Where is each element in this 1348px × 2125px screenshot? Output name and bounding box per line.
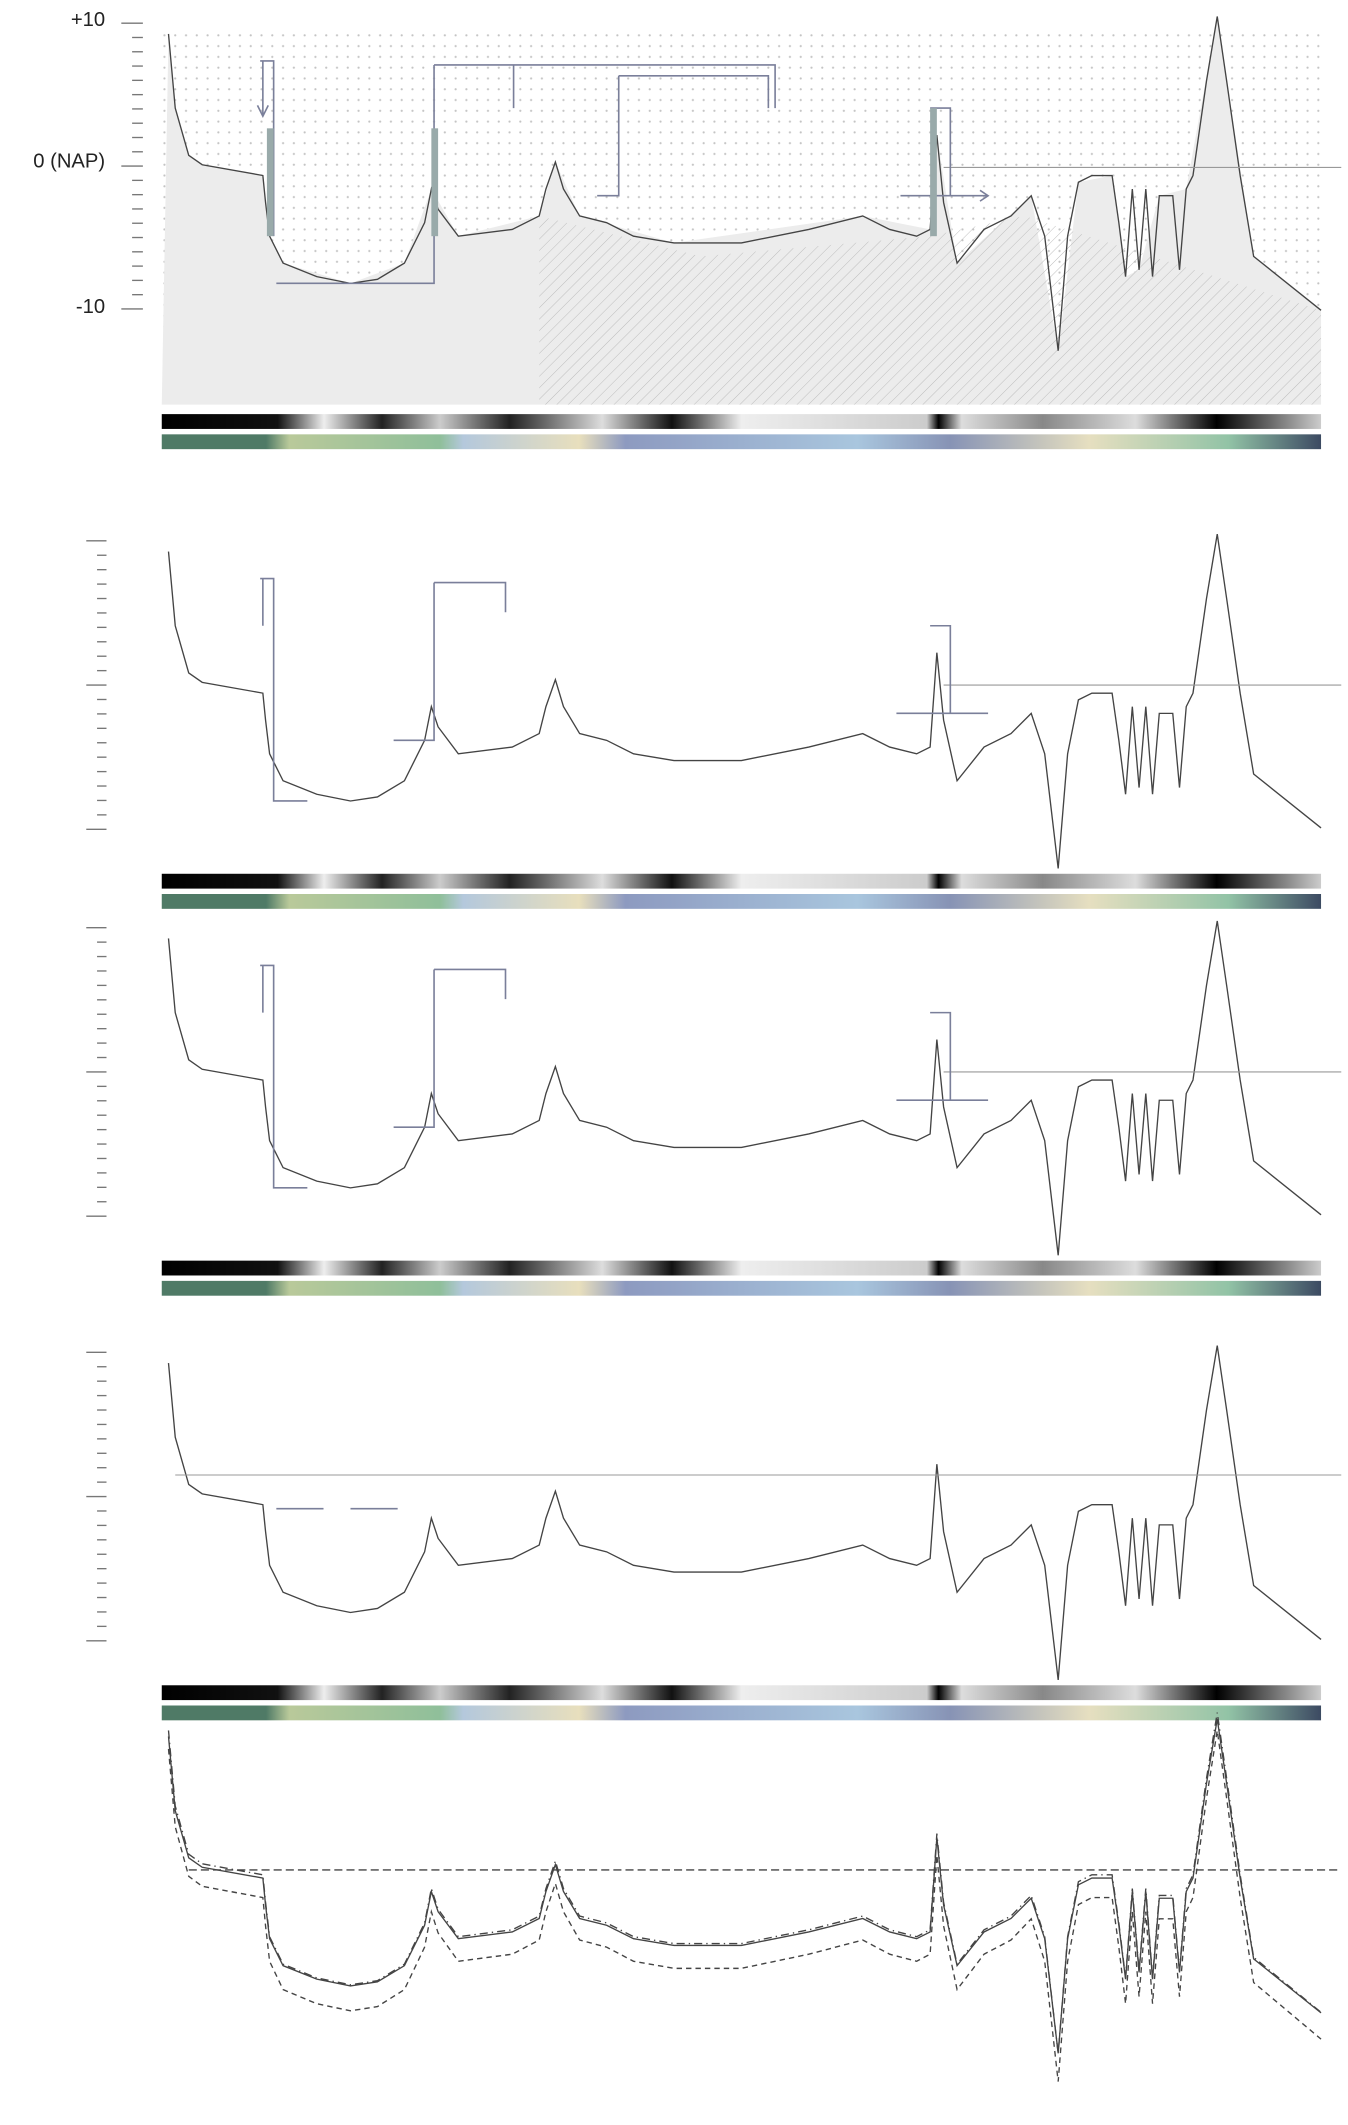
section-panel [162,1346,1342,1721]
ruler [86,541,106,1641]
page: Profiles {"axis": {"labels": ["+10", "0 … [0,0,1348,2125]
depth-bar [162,1685,1321,1700]
ruler [86,928,106,1216]
axis-label: -10 [76,296,105,318]
profile-line [169,1719,1322,2053]
section-panel [162,534,1342,909]
depth-bar [162,1261,1321,1276]
ruler [86,1352,106,1640]
axis-label: +10 [71,9,105,31]
habitat-bar [162,434,1321,449]
habitat-bar [162,1281,1321,1296]
depth-bar [162,874,1321,889]
profile-line [169,534,1322,868]
pillar [930,108,937,236]
ruler [121,23,143,309]
axis-label: 0 (NAP) [33,150,105,172]
habitat-bar [162,894,1321,909]
pillar [431,128,438,236]
profile-line [169,921,1322,1255]
pillar [267,128,274,236]
profile-line [169,1346,1322,1680]
habitat-bar [162,1705,1321,1720]
page-body: +10 0 (NAP) -10 (() => { const data = JS… [0,0,1348,2125]
overlay-panel [169,1713,1342,2082]
section-panel [162,16,1342,449]
depth-bar [162,414,1321,429]
profile-dashdot [169,1713,1322,2054]
annotation-line [260,579,988,801]
profile-dashed [169,1731,1322,2082]
annotation-line [260,965,988,1187]
section-panel [162,921,1342,1296]
profile-diagram: +10 0 (NAP) -10 [0,0,1348,2125]
ruler [86,541,106,829]
